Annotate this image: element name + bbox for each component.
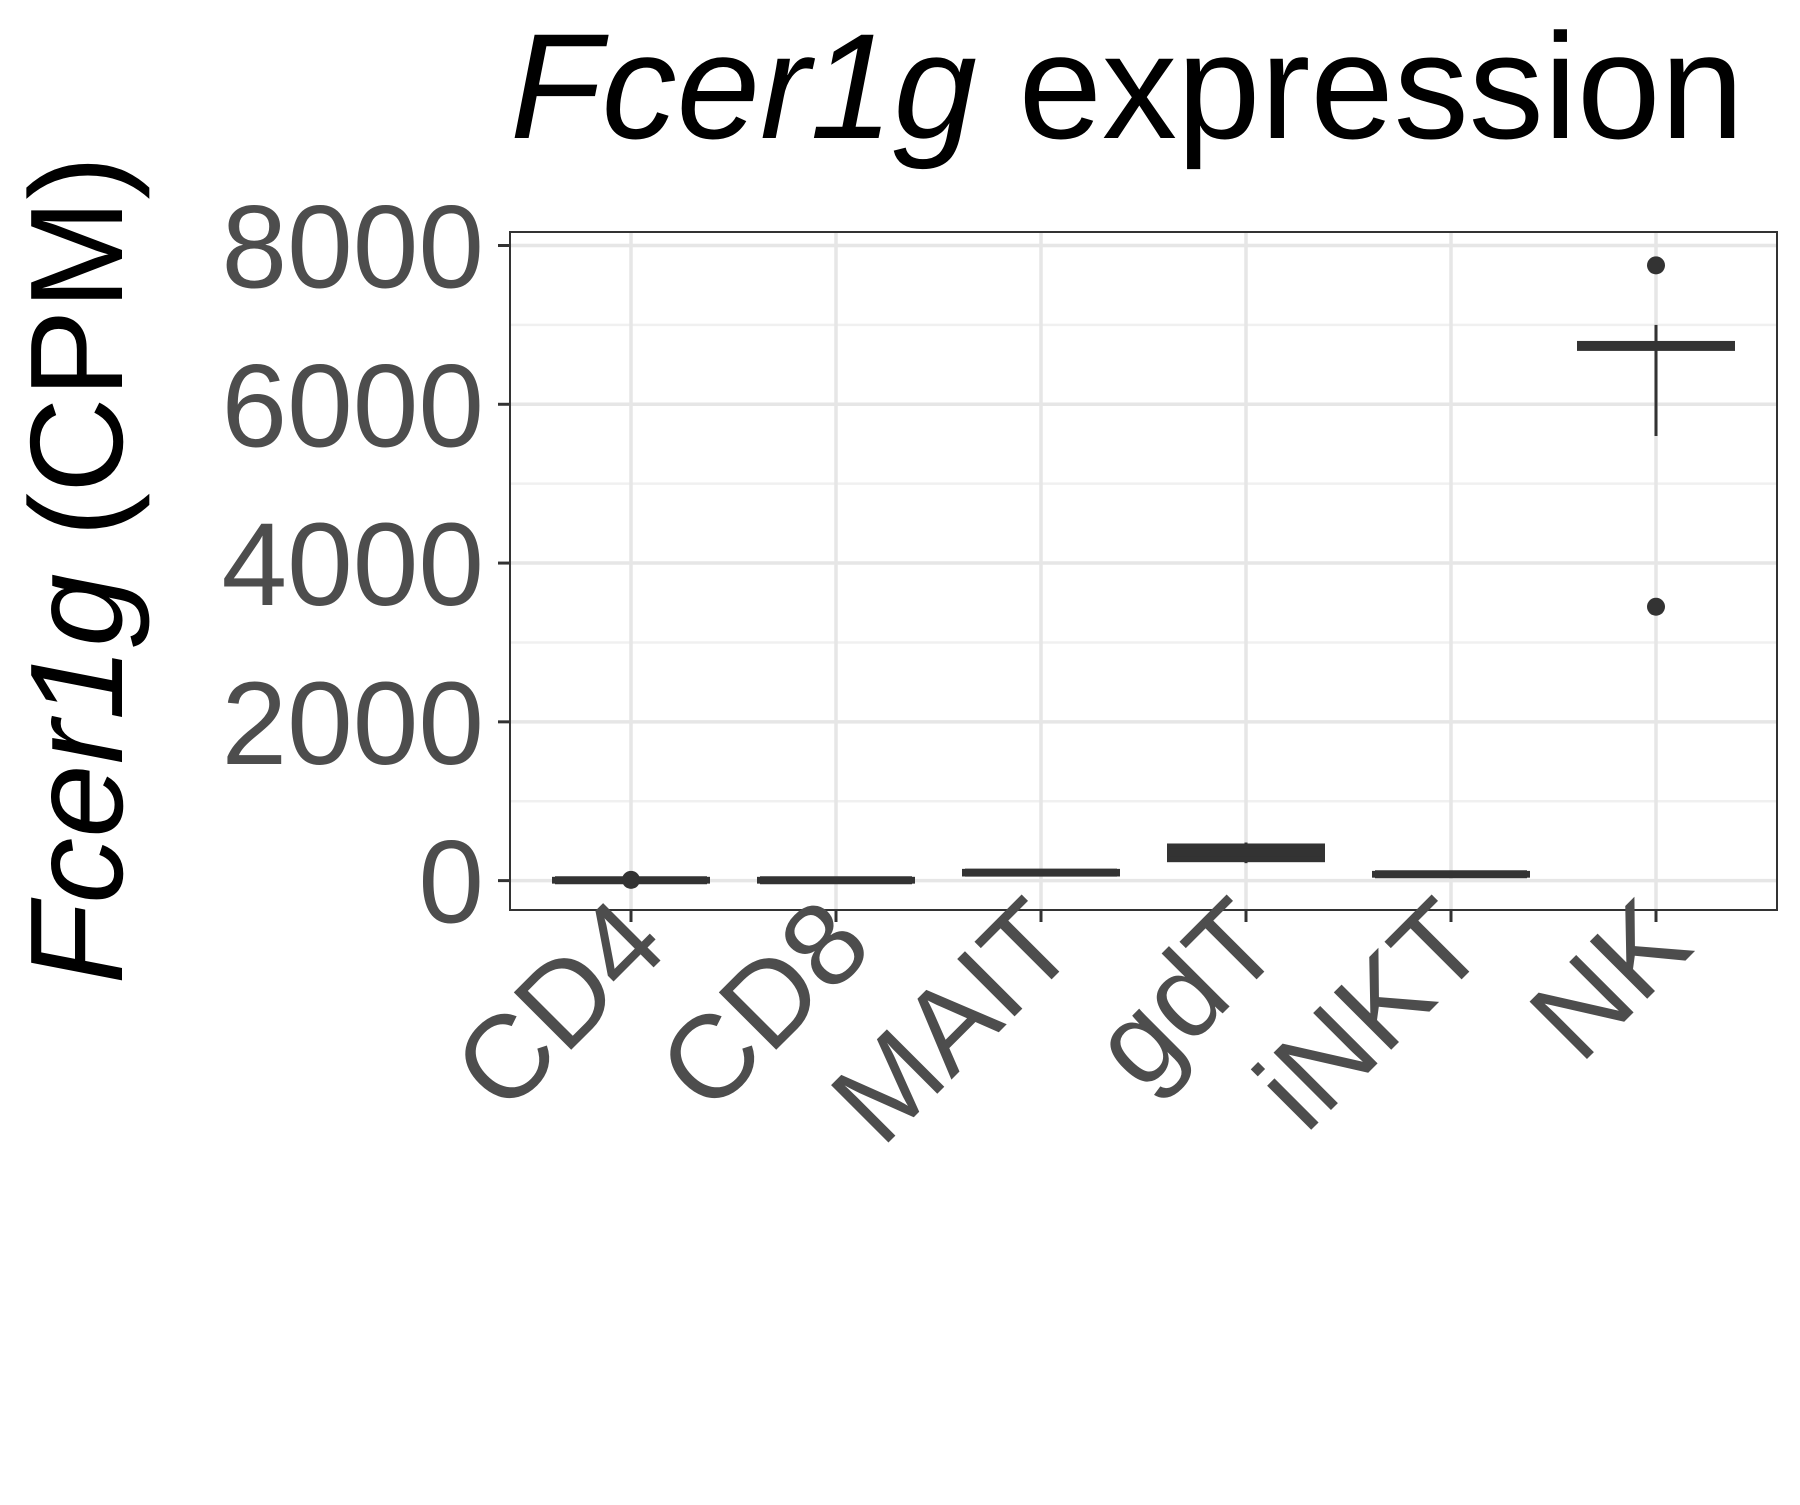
grid-layer [510, 232, 1777, 910]
box-layer [552, 256, 1735, 889]
outlier-point [1647, 256, 1665, 275]
y-tick-label: 6000 [221, 340, 484, 472]
outlier-point [1647, 597, 1665, 616]
x-tick-label: MAIT [807, 875, 1100, 1168]
y-tick-label: 2000 [221, 658, 484, 790]
x-tick-label: NK [1505, 875, 1714, 1084]
y-tick-label: 8000 [221, 181, 484, 313]
chart-title: Fcer1g expression [510, 2, 1744, 170]
outlier-point [622, 870, 640, 889]
x-tick-label: iNKT [1231, 875, 1510, 1154]
plot-panel-border [509, 231, 1778, 911]
y-axis-label: Fcer1g (CPM) [3, 156, 150, 985]
chart-title-gene: Fcer1g [510, 2, 977, 170]
chart-title-rest: expression [977, 2, 1744, 170]
y-tick-label: 0 [418, 817, 484, 949]
y-tick-label: 4000 [221, 499, 484, 631]
y-axis-label-unit: (CPM) [3, 156, 150, 574]
y-axis-label-gene: Fcer1g [3, 574, 150, 985]
